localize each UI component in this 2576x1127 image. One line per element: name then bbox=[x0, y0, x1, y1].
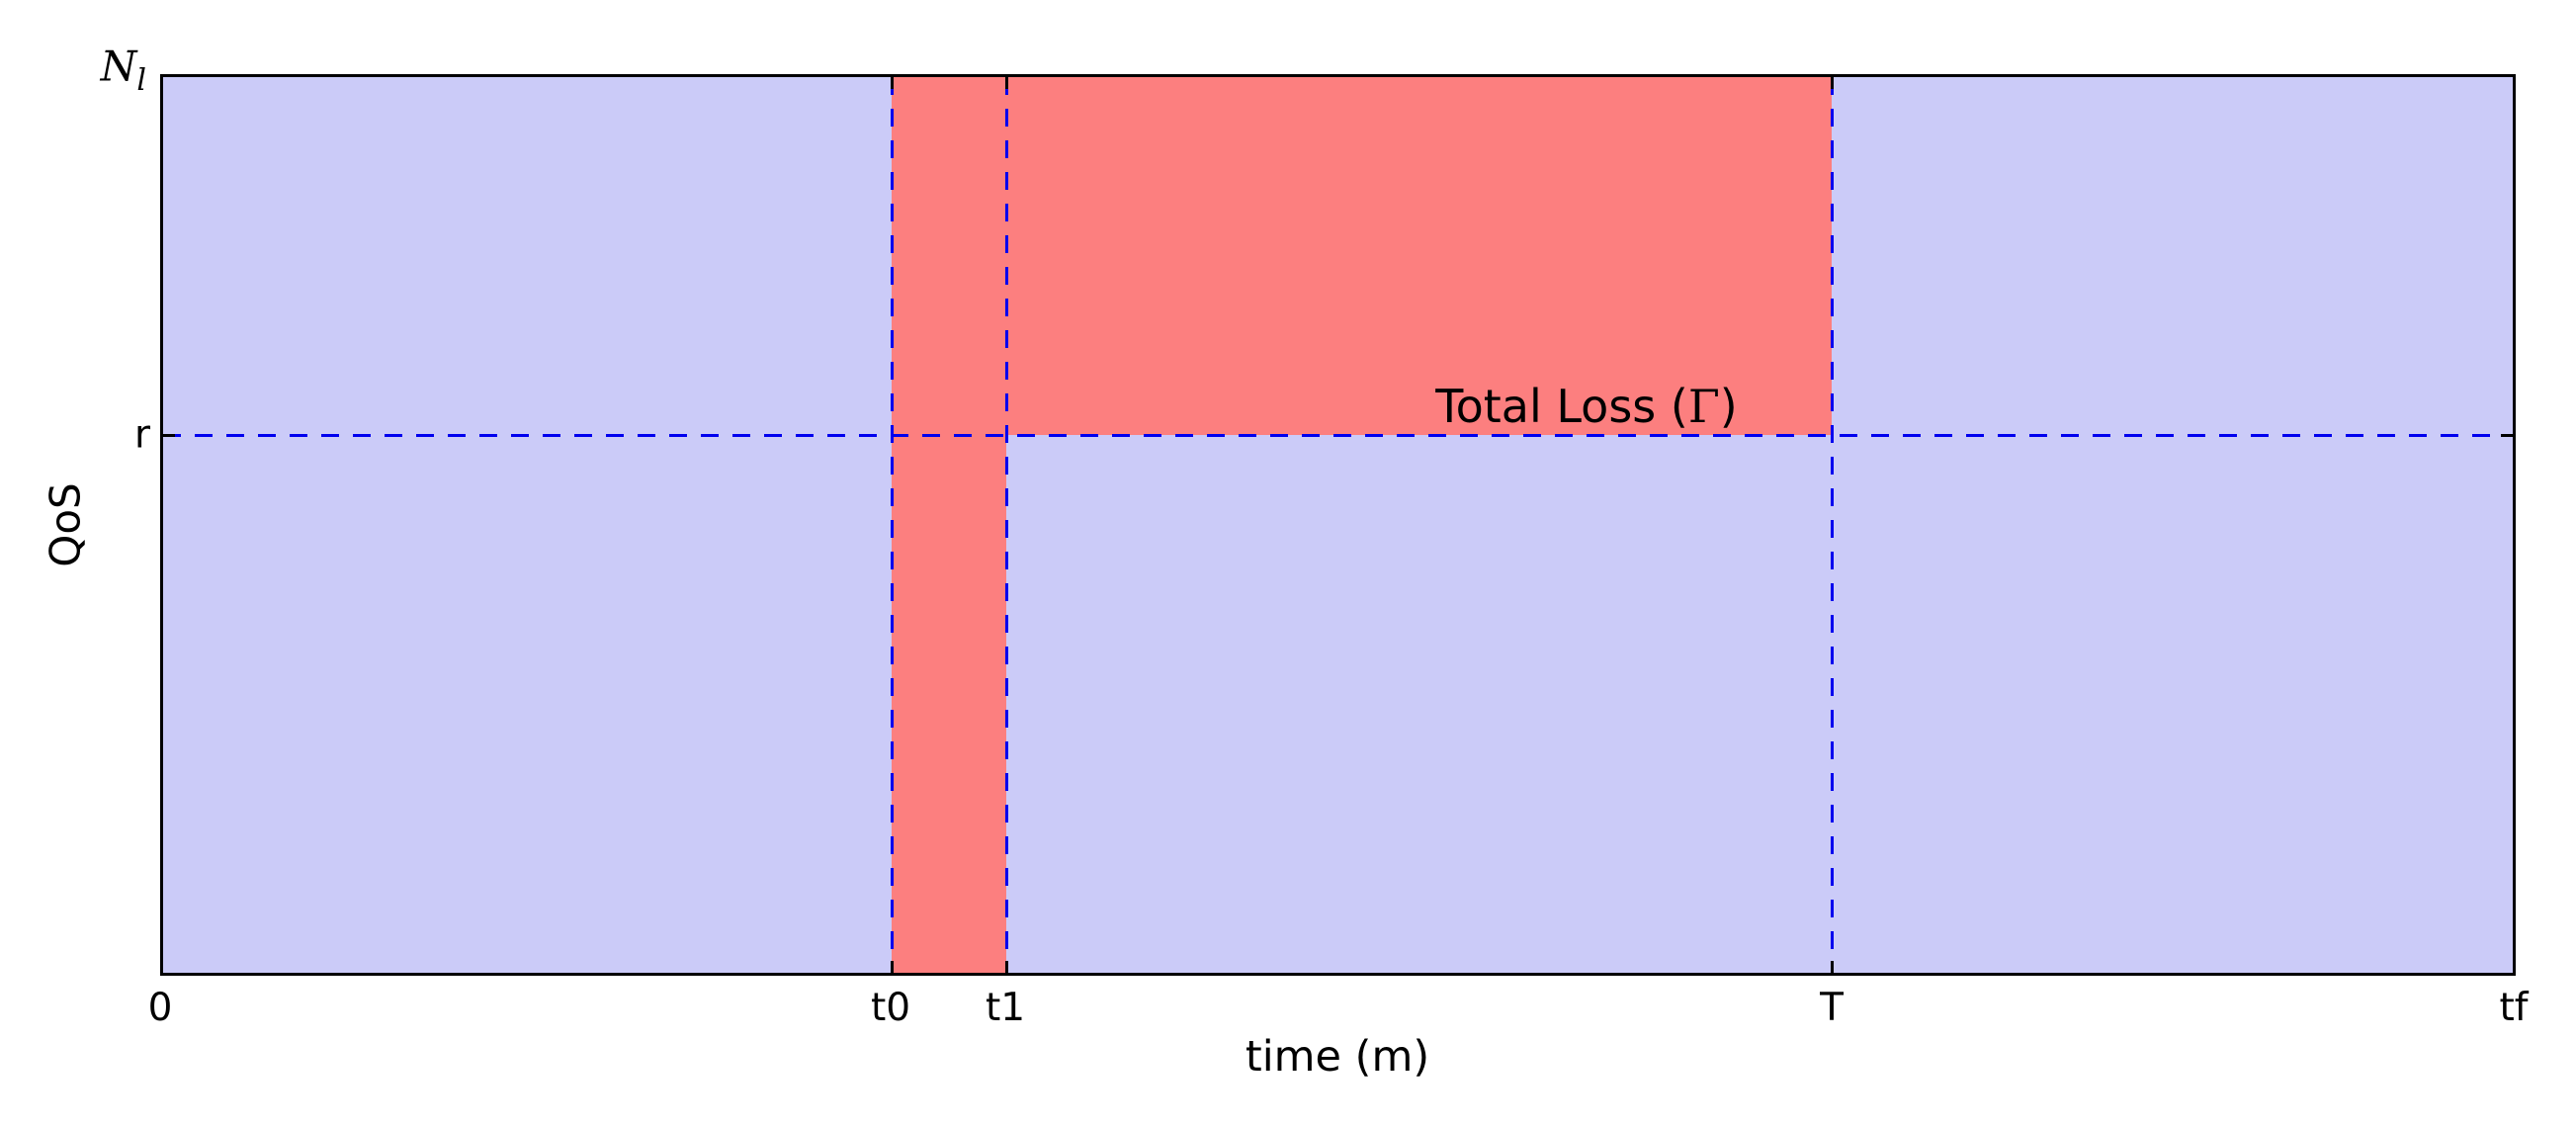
x-tick-label-0: 0 bbox=[147, 986, 173, 1030]
dashed-line-t1 bbox=[1005, 77, 1008, 973]
y-tick-label-r: r bbox=[133, 412, 150, 458]
dashed-line-t0 bbox=[891, 77, 894, 973]
tick-mark-top-t0 bbox=[891, 77, 894, 89]
total-loss-annotation-suffix: ) bbox=[1719, 380, 1738, 433]
x-tick-label-t1: t1 bbox=[985, 986, 1026, 1030]
y-tick-label-Nl-main: N bbox=[100, 42, 137, 91]
tick-mark-left-r bbox=[163, 434, 175, 437]
tick-mark-right-r bbox=[2501, 434, 2513, 437]
x-tick-label-tf: tf bbox=[2499, 986, 2529, 1030]
tick-mark-top-t1 bbox=[1005, 77, 1008, 89]
total-loss-annotation: Total Loss (Γ) bbox=[1435, 380, 1737, 433]
tick-mark-bottom-t1 bbox=[1005, 961, 1008, 973]
tick-mark-top-T bbox=[1831, 77, 1834, 89]
y-tick-label-Nl: Nl bbox=[28, 42, 146, 96]
x-tick-label-t0: t0 bbox=[870, 986, 911, 1030]
gamma-symbol: Γ bbox=[1687, 380, 1720, 433]
plot-area: Total Loss (Γ) bbox=[160, 74, 2516, 976]
dashed-line-T bbox=[1831, 77, 1834, 973]
tick-mark-bottom-t0 bbox=[891, 961, 894, 973]
x-tick-label-T: T bbox=[1820, 986, 1844, 1030]
dashed-line-r bbox=[163, 434, 2513, 437]
loss-region-t0-t1 bbox=[892, 77, 1006, 973]
y-axis-label: QoS bbox=[41, 482, 90, 567]
y-tick-label-Nl-sub: l bbox=[136, 62, 146, 98]
x-axis-label: time (m) bbox=[1245, 1032, 1430, 1082]
loss-region-above-r bbox=[892, 77, 1832, 435]
tick-mark-bottom-T bbox=[1831, 961, 1834, 973]
total-loss-annotation-prefix: Total Loss ( bbox=[1435, 380, 1688, 433]
